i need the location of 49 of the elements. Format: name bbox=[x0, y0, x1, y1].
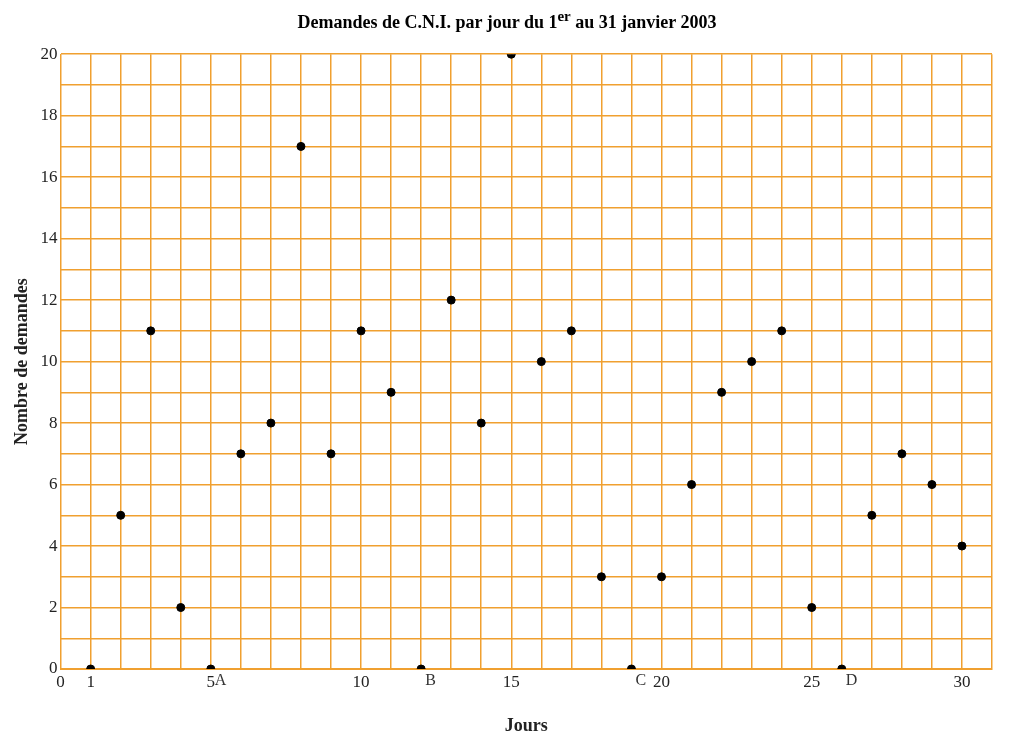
x-tick-label: 25 bbox=[803, 671, 821, 691]
point bbox=[356, 326, 366, 336]
point bbox=[176, 603, 186, 613]
point bbox=[296, 141, 306, 151]
y-tick-label: 12 bbox=[40, 289, 58, 309]
y-axis-title: Nombre de demandes bbox=[11, 278, 32, 445]
point bbox=[687, 480, 697, 490]
point bbox=[476, 418, 486, 428]
point bbox=[536, 357, 546, 367]
x-tick-label: 1 bbox=[86, 671, 95, 691]
point bbox=[657, 572, 666, 582]
point bbox=[266, 418, 276, 428]
y-tick-label: 6 bbox=[49, 474, 58, 494]
point bbox=[236, 449, 246, 459]
point bbox=[596, 572, 606, 582]
point bbox=[897, 449, 907, 459]
annotation: D bbox=[845, 671, 858, 689]
x-tick-label: 20 bbox=[653, 671, 670, 691]
x-tick-label: 10 bbox=[352, 671, 370, 691]
y-tick-label: 2 bbox=[49, 596, 58, 616]
x-axis-title: Jours bbox=[504, 714, 548, 735]
y-tick-label: 16 bbox=[40, 166, 58, 186]
point bbox=[957, 541, 967, 551]
point bbox=[777, 326, 787, 336]
x-tick-label: 30 bbox=[953, 671, 971, 691]
point bbox=[116, 510, 126, 520]
point bbox=[867, 510, 877, 520]
y-tick-label: 8 bbox=[49, 412, 58, 432]
annotation: B bbox=[425, 671, 436, 689]
point bbox=[717, 387, 727, 397]
y-tick-label: 10 bbox=[40, 351, 58, 371]
point bbox=[386, 387, 396, 397]
x-tick-label: 5 bbox=[206, 671, 216, 691]
y-tick-label: 18 bbox=[40, 105, 58, 125]
annotation: C bbox=[635, 671, 647, 689]
y-tick-label: 14 bbox=[40, 228, 59, 248]
y-tick-label: 20 bbox=[40, 43, 58, 63]
chart-title: Demandes de C.N.I. par jour du 1$^{er}$ au 31 janvier 2003 bbox=[296, 8, 718, 33]
y-tick-label: 4 bbox=[49, 535, 59, 555]
point bbox=[326, 449, 336, 459]
y-tick-label: 0 bbox=[49, 658, 58, 678]
x-tick-label: 15 bbox=[502, 671, 520, 691]
point bbox=[747, 357, 757, 367]
point bbox=[446, 295, 456, 305]
point bbox=[927, 480, 937, 490]
annotation: A bbox=[214, 671, 227, 689]
point bbox=[146, 326, 156, 336]
point bbox=[807, 603, 817, 613]
point bbox=[566, 326, 576, 336]
